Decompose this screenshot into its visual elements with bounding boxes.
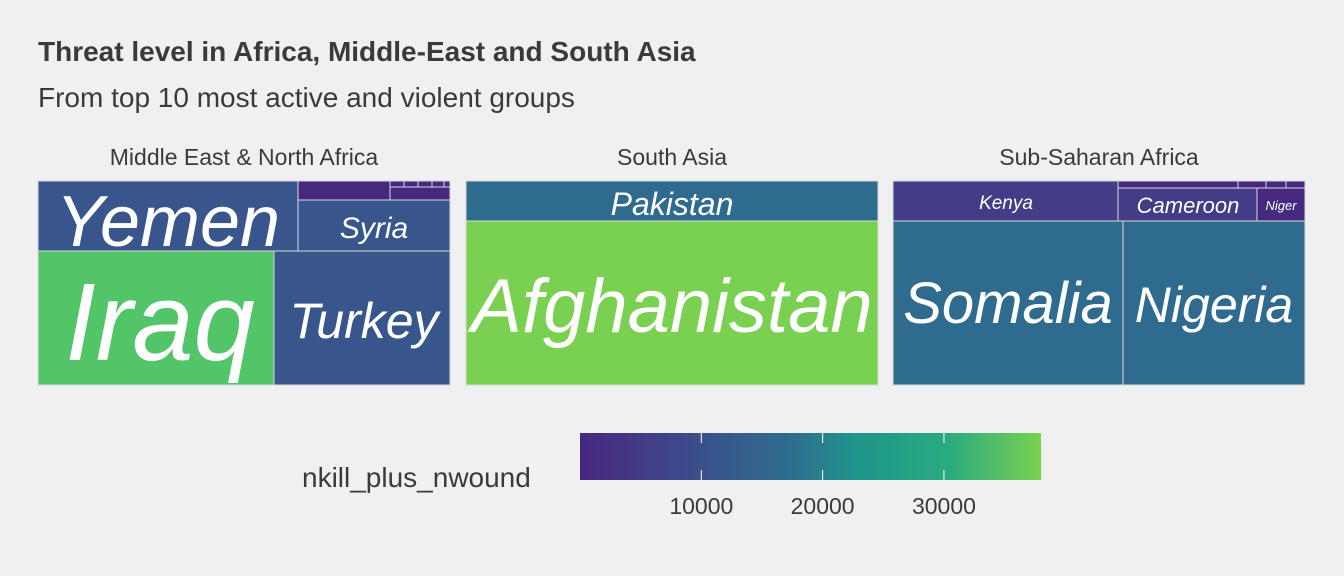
tile-label-pakistan: Pakistan [611,186,734,222]
legend-tick-label-1: 20000 [791,493,855,519]
legend-colorbar [580,433,1041,480]
tile-sliver-4 [1237,180,1267,189]
tile-nigeria [1122,220,1306,386]
tile-sliver-3 [1117,180,1239,189]
tile-label-syria: Syria [340,212,408,245]
chart-title: Threat level in Africa, Middle-East and … [38,36,696,67]
tile-iraq [37,250,275,386]
tile-label-afghanistan: Afghanistan [467,264,872,349]
tile-sliver-5 [1265,180,1287,189]
tile-turkey [273,250,451,386]
tile-label-iraq: Iraq [65,261,255,384]
tile-cameroon [1117,187,1258,222]
tile-sliver-2 [389,186,451,201]
tile-label-kenya: Kenya [979,193,1033,214]
tile-syria [297,199,451,252]
legend-tick-label-0: 10000 [669,493,733,519]
tile-label-niger: Niger [1265,198,1297,213]
tile-label-turkey: Turkey [289,293,441,349]
panel-title-mena: Middle East & North Africa [109,144,379,170]
tile-label-yemen: Yemen [56,182,280,262]
tile-afghanistan [465,220,879,386]
tile-sliver-6 [1285,180,1306,189]
tile-label-cameroon: Cameroon [1137,193,1240,218]
chart-subtitle: From top 10 most active and violent grou… [38,82,575,113]
tile-somalia [892,220,1124,386]
tile-yemen [37,180,299,252]
tile-kenya [892,180,1119,222]
legend-title: nkill_plus_nwound [302,462,531,493]
tile-label-nigeria: Nigeria [1135,277,1293,333]
tile-label-somalia: Somalia [903,271,1113,336]
tile-sliver-0 [297,180,391,201]
panel-title-ssa: Sub-Saharan Africa [999,144,1199,170]
tile-sliver-1 [389,180,451,188]
legend-tick-label-2: 30000 [912,493,976,519]
panel-title-south-asia: South Asia [617,144,727,170]
